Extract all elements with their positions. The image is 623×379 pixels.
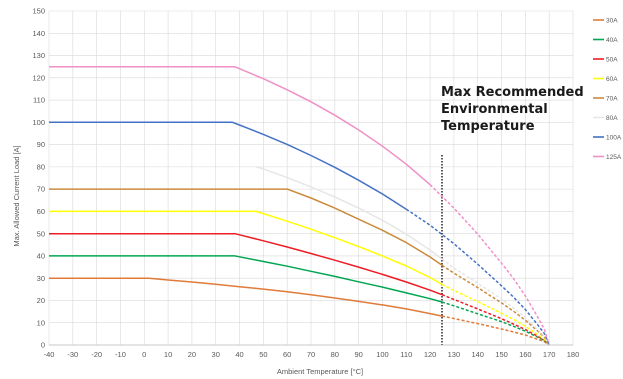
x-tick-label: 40: [235, 350, 243, 359]
legend-label: 70A: [606, 95, 618, 102]
series-60A-dashed-line: [441, 283, 550, 346]
x-tick-label: 160: [519, 350, 532, 359]
legend-label: 80A: [606, 115, 618, 122]
y-tick-label: 120: [32, 73, 45, 82]
series-60A-solid-line: [49, 210, 443, 286]
legend-label: 30A: [606, 17, 618, 24]
legend-label: 100A: [606, 134, 622, 141]
y-tick-label: 0: [41, 341, 45, 350]
y-tick-label: 70: [37, 185, 45, 194]
y-axis-title: Max. Allowed Current Load [A]: [12, 145, 21, 246]
series-80A-dashed-line: [441, 258, 550, 346]
y-tick-label: 90: [37, 140, 45, 149]
legend: 30A 40A 50A 60A 70A 80A 100A 125A: [593, 17, 622, 161]
y-tick-label: 110: [33, 96, 45, 105]
legend-label: 60A: [606, 76, 618, 83]
series-30A-solid-line: [49, 277, 443, 317]
legend-label: 40A: [606, 37, 618, 44]
x-tick-label: 130: [448, 350, 461, 359]
x-axis-title: Ambient Temperature [°C]: [277, 367, 363, 376]
y-tick-label: 40: [37, 252, 45, 261]
series-50A-dashed-line: [441, 294, 550, 346]
x-tick-label: 120: [424, 350, 437, 359]
series-70A-dashed-line: [441, 264, 550, 346]
y-tick-label: 100: [32, 118, 45, 127]
series-40A-dashed-line: [441, 301, 550, 346]
series-group: [49, 65, 550, 346]
y-tick-label: 30: [37, 274, 45, 283]
series-50A-solid-line: [49, 232, 443, 296]
x-tick-label: 30: [212, 350, 220, 359]
y-tick-label: 140: [32, 29, 45, 38]
series-100A-solid-line: [49, 121, 407, 210]
y-tick-label: 10: [37, 318, 45, 327]
annotation-line: Max Recommended: [441, 85, 584, 100]
legend-label: 125A: [606, 154, 622, 161]
x-tick-label: -40: [44, 350, 55, 359]
series-125A-solid-line: [49, 65, 431, 186]
axes: 0102030405060708090100110120130140150-40…: [32, 7, 579, 359]
x-tick-label: 0: [142, 350, 146, 359]
x-tick-label: 140: [471, 350, 484, 359]
y-tick-label: 130: [32, 51, 45, 60]
series-100A-dashed-line: [405, 208, 550, 346]
x-tick-label: 50: [259, 350, 267, 359]
annotation-line: Temperature: [441, 119, 535, 134]
x-tick-label: 180: [567, 350, 580, 359]
y-tick-label: 50: [37, 229, 45, 238]
x-tick-label: 60: [283, 350, 291, 359]
series-125A-dashed-line: [429, 184, 550, 346]
x-tick-label: -20: [91, 350, 102, 359]
series-40A-solid-line: [49, 255, 443, 303]
x-tick-label: 10: [164, 350, 172, 359]
x-tick-label: 170: [543, 350, 556, 359]
x-tick-label: 80: [331, 350, 339, 359]
series-80A-solid-line: [255, 166, 443, 260]
x-tick-label: 150: [495, 350, 508, 359]
legend-label: 50A: [606, 56, 618, 63]
y-tick-label: 80: [37, 162, 45, 171]
series-30A-dashed-line: [441, 315, 550, 346]
x-tick-label: 70: [307, 350, 315, 359]
annotation: Max Recommended Environmental Temperature: [441, 85, 584, 134]
y-tick-label: 60: [37, 207, 45, 216]
x-tick-label: -10: [115, 350, 126, 359]
x-tick-label: -30: [67, 350, 78, 359]
x-tick-label: 100: [376, 350, 389, 359]
x-tick-label: 110: [400, 350, 412, 359]
y-tick-label: 20: [37, 296, 45, 305]
y-tick-label: 150: [32, 7, 45, 16]
annotation-line: Environmental: [441, 102, 548, 117]
series-70A-solid-line: [49, 188, 443, 266]
x-tick-label: 90: [354, 350, 362, 359]
x-tick-label: 20: [188, 350, 196, 359]
